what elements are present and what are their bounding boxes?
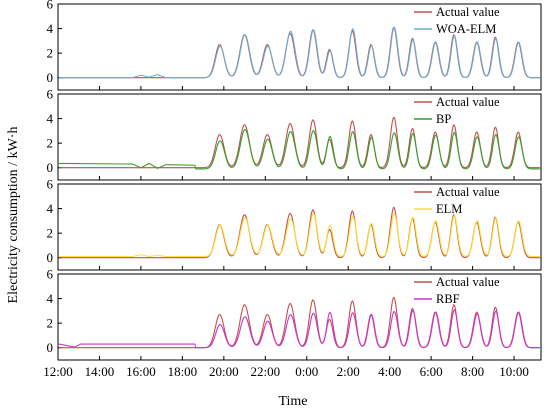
x-tick-label: 22:00 — [250, 364, 280, 379]
y-tick-label: 6 — [47, 87, 54, 102]
y-tick-label: 4 — [47, 21, 54, 36]
x-tick-labels: 12:00 14:00 16:00 18:00 20:00 22:00 0:00 2:00 4:… — [43, 364, 529, 379]
series-line-actual-value — [59, 206, 540, 259]
legend-entry: Actual value — [436, 185, 500, 199]
y-tick-label: 2 — [47, 316, 54, 331]
legend-entry: BP — [436, 112, 451, 126]
legend-entry: Actual value — [436, 95, 500, 109]
y-axis-title: Electricity consumption / kW·h — [6, 127, 21, 304]
x-tick-label: 10:00 — [499, 364, 529, 379]
x-tick-label: 8:00 — [461, 364, 484, 379]
panel-frame — [57, 93, 542, 181]
x-tick-label: 20:00 — [209, 364, 239, 379]
y-tick-label: 6 — [47, 0, 54, 12]
panel-frame — [57, 183, 542, 271]
series-line-elm — [59, 212, 540, 258]
y-tick-label: 0 — [47, 160, 54, 175]
x-tick-label: 6:00 — [420, 364, 443, 379]
panel-bp: 0 2 4 6 Actual value BP — [47, 87, 542, 181]
legend-entry: ELM — [436, 202, 462, 216]
y-tick-label: 0 — [47, 70, 54, 85]
panel-elm: 0 2 4 6 Actual value ELM — [47, 177, 542, 271]
x-tick-label: 0:00 — [295, 364, 318, 379]
series-line-bp — [59, 128, 540, 170]
y-tick-label: 4 — [47, 291, 54, 306]
y-tick-label: 6 — [47, 177, 54, 192]
series-line-actual-value — [59, 296, 540, 349]
y-tick-label: 0 — [47, 340, 54, 355]
x-tick-label: 14:00 — [85, 364, 115, 379]
x-tick-label: 12:00 — [43, 364, 73, 379]
y-tick-label: 2 — [47, 226, 54, 241]
legend-entry: Actual value — [436, 5, 500, 19]
panel-woa-elm: 0 2 4 6 Actual value WOA-ELM — [47, 0, 542, 91]
x-tick-label: 2:00 — [337, 364, 360, 379]
series-line-rbf — [58, 308, 540, 349]
y-tick-label: 4 — [47, 111, 54, 126]
x-tick-label: 16:00 — [126, 364, 156, 379]
series-line-woa-elm — [59, 27, 540, 79]
panels-container: 0 2 4 6 Actual value WOA-ELM 0 2 4 6 Actual value B… — [47, 0, 542, 361]
x-tick-label: 18:00 — [168, 364, 198, 379]
y-tick-label: 2 — [47, 136, 54, 151]
series-line-actual-value — [59, 116, 540, 169]
panel-rbf: 0 2 4 6 Actual value RBF — [47, 267, 542, 361]
panel-frame — [57, 3, 542, 91]
y-tick-label: 2 — [47, 46, 54, 61]
x-axis-title: Time — [278, 394, 307, 409]
legend-entry: RBF — [436, 292, 460, 306]
panel-frame — [57, 273, 542, 361]
legend-entry: WOA-ELM — [436, 22, 496, 36]
y-tick-label: 4 — [47, 201, 54, 216]
y-tick-label: 0 — [47, 250, 54, 265]
y-tick-label: 6 — [47, 267, 54, 282]
x-tick-label: 4:00 — [378, 364, 401, 379]
legend-entry: Actual value — [436, 275, 500, 289]
